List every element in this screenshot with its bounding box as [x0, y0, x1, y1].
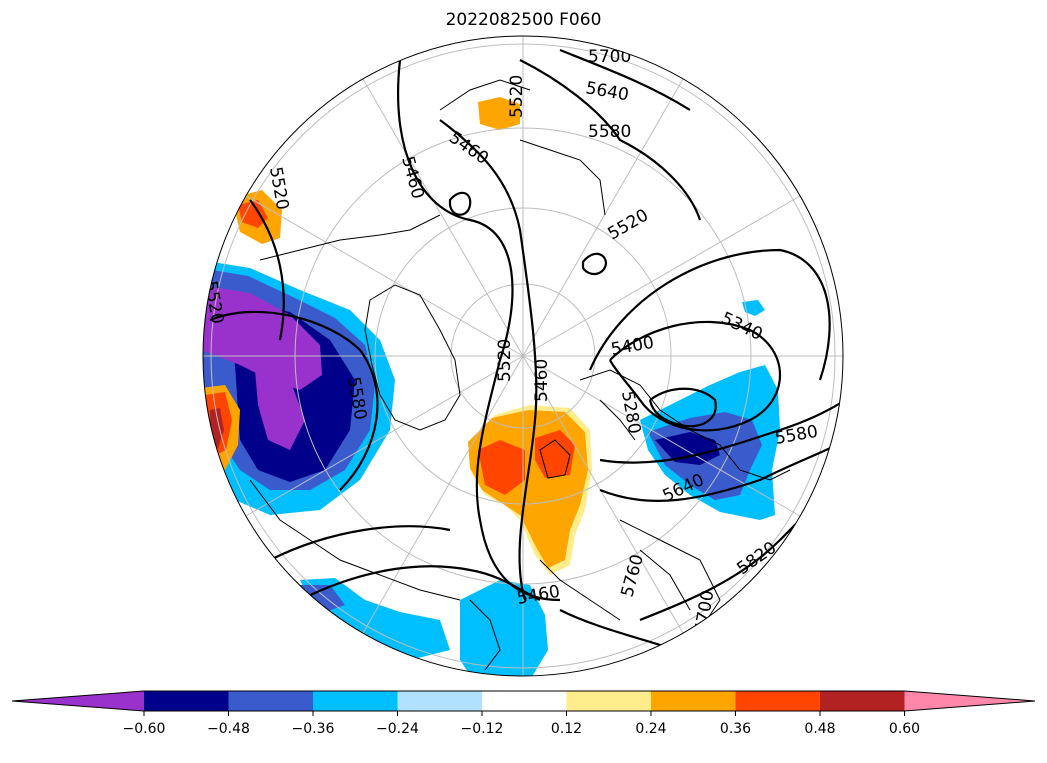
colorbar-bin — [482, 691, 567, 711]
meridian-330 — [362, 355, 524, 634]
contour-5640-east — [599, 439, 843, 503]
contour-label: 5520 — [495, 339, 515, 382]
colorbar-tick-label: 0.12 — [551, 721, 582, 737]
colorbar-tick-labels: −0.60 −0.48 −0.36 −0.24 −0.12 0.12 0.24 … — [123, 721, 921, 737]
colorbar-extend-high — [904, 691, 1035, 711]
neg-field-east-core — [655, 432, 720, 465]
colorbar-tick-label: −0.36 — [292, 721, 335, 737]
contour-5640-north — [559, 48, 691, 111]
pos-field-north — [478, 97, 520, 130]
colorbar-bin — [228, 691, 313, 711]
contour-label: 5580 — [773, 422, 819, 449]
coast-europe — [469, 559, 621, 671]
colorbar-bin — [735, 691, 820, 711]
polar-map: 5700 5640 5580 5520 5460 5460 5520 5520 … — [202, 35, 844, 677]
meridian-150 — [522, 78, 684, 357]
colorbar-bin — [144, 691, 229, 711]
contour-south-1 — [299, 565, 541, 601]
coastlines — [249, 79, 791, 671]
contour-low-east-1 — [609, 320, 782, 432]
contour-5580-east — [599, 399, 843, 464]
contour-label: 5520 — [605, 205, 652, 244]
contour-label: 5460 — [445, 128, 492, 169]
map-disk: 5700 5640 5580 5520 5460 5460 5520 5520 … — [203, 36, 843, 676]
meridian-60 — [522, 355, 801, 517]
coast-greenland — [364, 284, 461, 431]
meridian-120 — [522, 195, 801, 357]
contour-5340-east — [588, 248, 831, 381]
page-title: 2022082500 F060 — [445, 10, 602, 30]
contour-low-east-2 — [648, 387, 717, 428]
neg-field-west-purple-2 — [255, 370, 305, 450]
contour-5580-north — [519, 59, 702, 221]
colorbar-tick-label: −0.12 — [461, 721, 504, 737]
colorbar-bin — [651, 691, 736, 711]
contour-south-2 — [269, 525, 451, 561]
contour-ring-small-1 — [448, 191, 472, 216]
contour-label: 5280 — [617, 389, 644, 435]
contour-label: 5640 — [584, 78, 630, 105]
colorbar-extend-low — [12, 691, 144, 711]
coast-siberia — [249, 214, 461, 601]
contour-label: 5820 — [733, 538, 780, 579]
meridian-240 — [245, 195, 524, 357]
coast-north-america — [619, 519, 721, 631]
meridian-30 — [522, 355, 684, 634]
colorbar-bin — [313, 691, 398, 711]
neg-field-west-purple — [203, 285, 322, 390]
neg-field-south — [460, 580, 548, 676]
pos-field-central-core — [478, 440, 525, 495]
contour-label: 5520 — [507, 75, 527, 118]
colorbar-tick-label: −0.48 — [207, 721, 250, 737]
colorbar-tick-label: 0.24 — [635, 721, 666, 737]
colorbar-tick-label: −0.24 — [376, 721, 419, 737]
contour-5520-sw — [249, 199, 285, 341]
contour-label: 5700 — [588, 47, 631, 67]
contour-5700-south — [559, 609, 691, 657]
contour-5460-central — [439, 119, 538, 601]
neg-field-south-west-mid — [300, 585, 345, 612]
colorbar-tick-label: 0.36 — [720, 721, 751, 737]
anomaly-fields — [203, 97, 780, 676]
coast-alaska — [439, 79, 606, 216]
contour-label: 5580 — [588, 122, 631, 142]
colorbar: −0.60 −0.48 −0.36 −0.24 −0.12 0.12 0.24 … — [11, 690, 1036, 737]
pos-field-northwest-core — [238, 200, 268, 228]
colorbar-ticks — [143, 711, 905, 716]
contour-5460-west — [209, 310, 379, 491]
map-boundary — [202, 35, 844, 677]
colorbar-bin — [820, 691, 905, 711]
contour-label: 5760 — [618, 552, 649, 599]
coast-svalbard — [539, 439, 571, 479]
colorbar-tick-label: 0.48 — [804, 721, 835, 737]
colorbar-tick-label: −0.60 — [123, 721, 166, 737]
colorbar-bin — [397, 691, 482, 711]
contour-ring-small-2 — [581, 252, 608, 276]
meridian-300 — [245, 355, 524, 517]
colorbar-tick-label: 0.60 — [889, 721, 920, 737]
neg-field-east-small — [742, 300, 765, 316]
colorbar-bin — [566, 691, 651, 711]
graticule — [203, 36, 843, 676]
contour-label: 5460 — [397, 154, 428, 201]
meridian-210 — [362, 78, 524, 357]
contour-5520-central — [396, 59, 561, 602]
contour-label: 5460 — [532, 359, 552, 402]
